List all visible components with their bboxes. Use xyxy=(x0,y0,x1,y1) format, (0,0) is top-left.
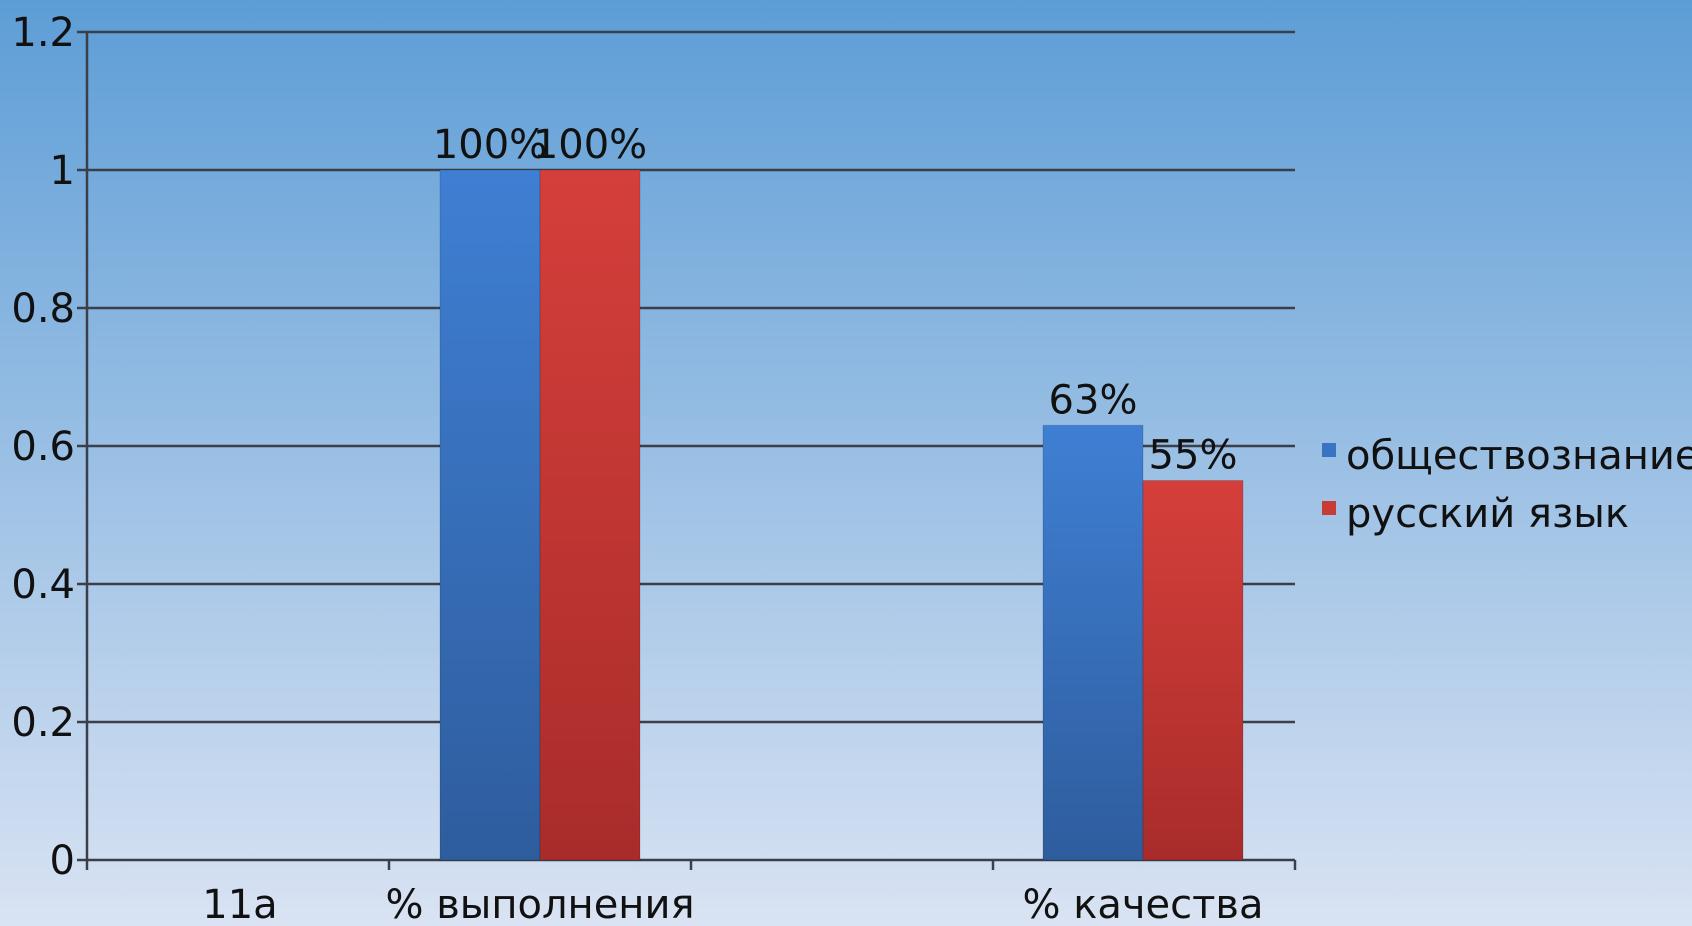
legend-swatch xyxy=(1322,443,1336,457)
gridlines xyxy=(87,30,1295,724)
y-tick-label: 0 xyxy=(50,838,75,884)
x-category-label: 11а xyxy=(202,882,277,926)
x-category-label: % качества xyxy=(1022,882,1263,926)
y-tick-label: 0.6 xyxy=(11,424,75,470)
legend-label: русский язык xyxy=(1346,491,1629,537)
data-label: 63% xyxy=(1049,377,1138,423)
data-label: 100% xyxy=(533,122,647,168)
bar-russkiy-yazyk xyxy=(539,169,641,861)
bar-russkiy-yazyk xyxy=(1142,480,1244,861)
y-tick-label: 0.2 xyxy=(11,700,75,746)
bars xyxy=(439,169,1244,861)
legend-label: обществознание xyxy=(1346,433,1692,479)
y-tick-label: 1.2 xyxy=(11,10,75,56)
x-category-label: % выполнения xyxy=(385,882,694,926)
y-tick-label: 0.4 xyxy=(11,562,75,608)
legend-swatch xyxy=(1322,501,1336,515)
data-labels: 100%100% 63%55% xyxy=(433,122,1238,479)
bar-obshchestvoznanie xyxy=(1042,424,1144,861)
y-tick-label: 0.8 xyxy=(11,286,75,332)
bar-obshchestvoznanie xyxy=(439,169,541,861)
legend: обществознание русский язык xyxy=(1322,433,1692,537)
data-label: 100% xyxy=(433,122,547,168)
data-label: 55% xyxy=(1149,433,1238,479)
y-tick-label: 1 xyxy=(50,148,75,194)
